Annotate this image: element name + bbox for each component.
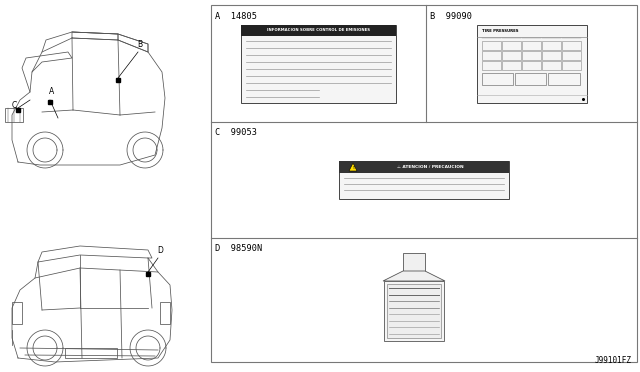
Bar <box>561 51 580 60</box>
Bar <box>515 73 546 84</box>
Bar <box>502 61 520 70</box>
Bar <box>339 161 509 199</box>
Polygon shape <box>349 163 357 171</box>
Text: ⚠ ATENCION / PRECAUCION: ⚠ ATENCION / PRECAUCION <box>397 165 463 169</box>
Bar <box>502 41 520 49</box>
Bar <box>384 281 444 341</box>
Text: C  99053: C 99053 <box>215 128 257 137</box>
Bar <box>502 51 520 60</box>
Bar <box>522 41 541 49</box>
Bar <box>481 41 500 49</box>
Text: !: ! <box>352 166 354 170</box>
Bar <box>561 61 580 70</box>
Bar <box>403 253 425 271</box>
Bar <box>65 348 117 358</box>
Bar <box>211 5 637 362</box>
Bar <box>541 61 561 70</box>
Bar <box>548 73 579 84</box>
Polygon shape <box>383 271 445 281</box>
Bar <box>12 302 22 324</box>
Text: INFORMACION SOBRE CONTROL DE EMISIONES: INFORMACION SOBRE CONTROL DE EMISIONES <box>267 28 370 32</box>
Bar <box>481 51 500 60</box>
Text: B: B <box>138 40 143 49</box>
Bar <box>477 25 586 103</box>
Text: A: A <box>49 87 54 96</box>
Text: D: D <box>157 246 163 255</box>
Text: J99101FZ: J99101FZ <box>595 356 632 365</box>
Bar <box>5 108 23 122</box>
Text: C: C <box>12 102 17 110</box>
Text: B  99090: B 99090 <box>430 12 472 21</box>
Text: D  98590N: D 98590N <box>215 244 262 253</box>
Bar <box>522 61 541 70</box>
Bar <box>387 284 441 338</box>
Bar <box>561 41 580 49</box>
Bar <box>541 51 561 60</box>
Text: TIRE PRESSURES: TIRE PRESSURES <box>481 29 518 32</box>
Bar <box>241 25 396 103</box>
Bar <box>541 41 561 49</box>
Bar <box>160 302 170 324</box>
Bar <box>522 51 541 60</box>
Text: A  14805: A 14805 <box>215 12 257 21</box>
Bar <box>339 161 509 173</box>
Bar <box>481 73 513 84</box>
Bar <box>481 61 500 70</box>
Bar <box>241 25 396 35</box>
